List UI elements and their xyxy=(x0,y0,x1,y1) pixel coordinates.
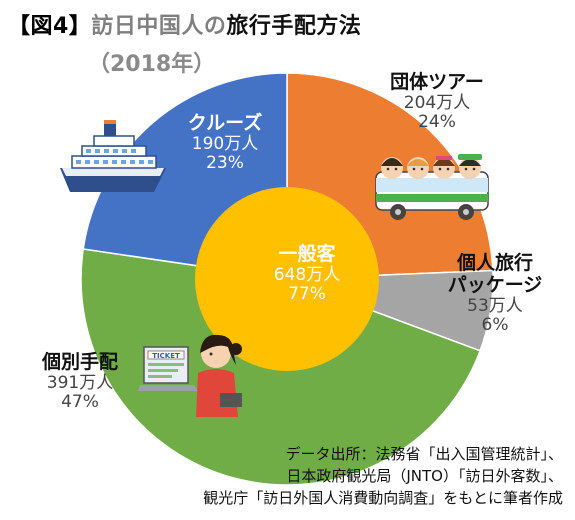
label-individual-package: 個人旅行 パッケージ 53万人 6% xyxy=(440,252,550,336)
slice-percent-individual-arrangement: 47% xyxy=(61,392,99,413)
slice-name-line1: 個人旅行 xyxy=(456,252,533,274)
cruise-ship-icon xyxy=(60,120,166,192)
slice-name-line2: パッケージ xyxy=(447,273,543,296)
slice-name-individual-arrangement: 個別手配 xyxy=(41,351,118,373)
chart-subtitle: （2018年） xyxy=(88,52,216,77)
inner-name: 一般客 xyxy=(278,243,336,265)
slice-value-group-tour: 204万人 xyxy=(403,92,471,113)
source-line-1: データ出所：法務省「出入国管理統計」、 xyxy=(285,445,563,463)
slice-name-group-tour: 団体ツアー xyxy=(390,71,484,93)
inner-percent: 77% xyxy=(288,284,326,305)
tour-bus-icon xyxy=(375,154,489,220)
label-individual-arrangement: 個別手配 391万人 47% xyxy=(25,351,135,413)
label-general: 一般客 648万人 77% xyxy=(262,243,352,305)
slice-percent-individual-package: 6% xyxy=(481,315,509,336)
svg-text:TICKET: TICKET xyxy=(152,352,180,360)
figure-tag: 【図4】 xyxy=(8,14,92,39)
source-line-3: 観光庁「訪日外国人消費動向調査」をもとに筆者作成 xyxy=(203,489,563,507)
slice-name-cruise: クルーズ xyxy=(187,112,263,134)
source-line-2: 日本政府観光局（JNTO）「訪日外客数」、 xyxy=(286,467,563,485)
title-part2: 旅行手配方法 xyxy=(226,14,362,39)
slice-percent-group-tour: 24% xyxy=(418,112,456,133)
inner-value: 648万人 xyxy=(273,264,341,285)
person-laptop-icon: TICKET xyxy=(138,334,242,417)
title-part1: 訪日中国人の xyxy=(91,14,227,39)
slice-value-individual-arrangement: 391万人 xyxy=(46,372,114,393)
chart-title: 【図4】訪日中国人の旅行手配方法 xyxy=(8,8,361,40)
inner-circle xyxy=(195,187,379,371)
source-note: データ出所：法務省「出入国管理統計」、 日本政府観光局（JNTO）「訪日外客数」… xyxy=(203,443,563,509)
slice-value-cruise: 190万人 xyxy=(191,133,259,154)
label-cruise: クルーズ 190万人 23% xyxy=(175,112,275,174)
slice-value-individual-package: 53万人 xyxy=(467,295,523,316)
label-group-tour: 団体ツアー 204万人 24% xyxy=(372,71,502,133)
slice-percent-cruise: 23% xyxy=(206,153,244,174)
